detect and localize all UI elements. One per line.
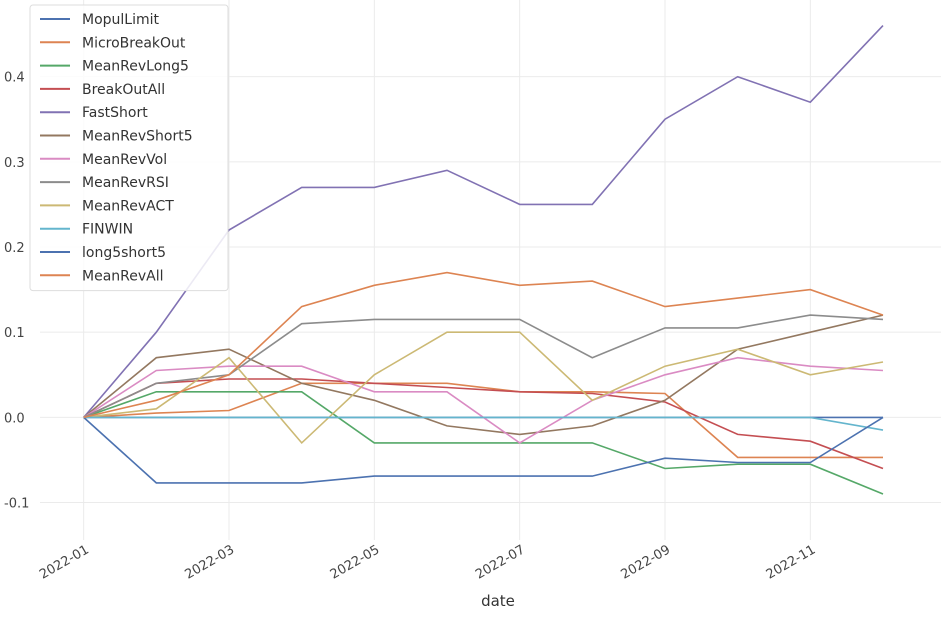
line-series <box>83 416 884 431</box>
line-series <box>83 314 884 436</box>
line-series <box>83 271 884 419</box>
line-series <box>83 390 884 495</box>
line-series <box>83 314 884 419</box>
x-tick-label: 2022-09 <box>618 542 673 582</box>
legend: MopulLimit MicroBreakOut MeanRevLong5 Break… <box>29 4 229 292</box>
legend-label: MeanRevLong5 <box>82 59 189 75</box>
y-tick-label: 0.3 <box>4 156 25 171</box>
line-series <box>83 416 884 484</box>
legend-label: FINWIN <box>82 222 133 238</box>
x-tick-label: 2022-01 <box>37 542 92 582</box>
legend-label: MopulLimit <box>82 12 160 28</box>
y-tick-label: 0.0 <box>4 411 25 426</box>
legend-label: MeanRevACT <box>82 198 174 214</box>
legend-label: MeanRevAll <box>82 268 164 284</box>
legend-label: FastShort <box>82 105 148 121</box>
y-tick-label: 0.4 <box>4 71 25 86</box>
legend-label: MeanRevRSI <box>82 175 169 191</box>
line-series <box>83 382 883 459</box>
legend-label: MeanRevVol <box>82 152 167 168</box>
x-tick-label: 2022-11 <box>764 542 819 582</box>
x-tick-label: 2022-05 <box>328 542 383 582</box>
legend-box <box>29 4 229 292</box>
x-tick-label: 2022-07 <box>473 542 528 582</box>
legend-label: MeanRevShort5 <box>82 129 193 145</box>
y-tick-label: 0.1 <box>4 326 25 341</box>
x-tick-label: 2022-03 <box>182 542 237 582</box>
legend-label: long5short5 <box>82 245 166 261</box>
y-tick-label: -0.1 <box>4 497 29 512</box>
line-series <box>83 331 884 445</box>
legend-label: MicroBreakOut <box>82 35 186 51</box>
y-tick-label: 0.2 <box>4 241 25 256</box>
x-axis-label: date <box>481 592 515 610</box>
legend-label: BreakOutAll <box>82 82 165 98</box>
